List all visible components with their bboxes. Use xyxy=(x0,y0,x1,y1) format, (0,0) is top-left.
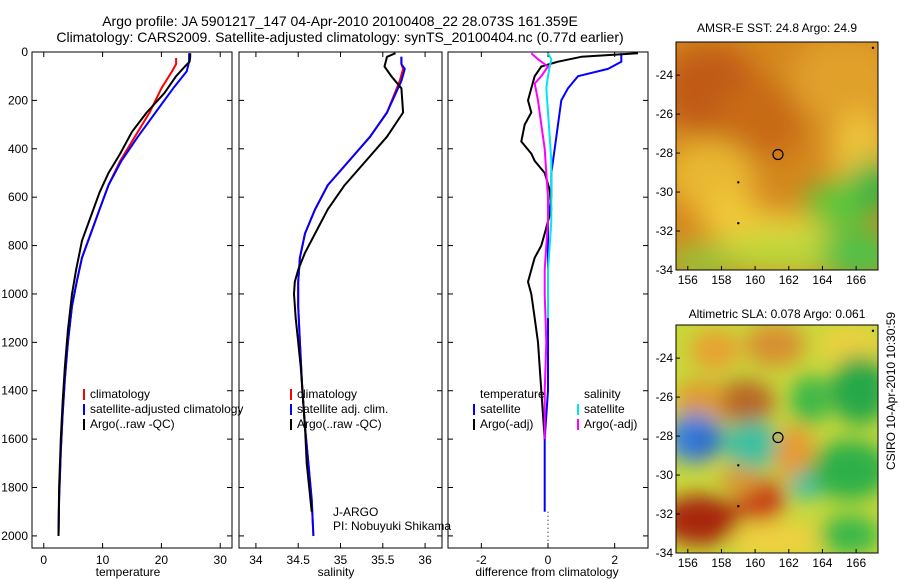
sla-map-argo-location-marker xyxy=(772,431,784,444)
sla-map-ytick-label: -28 xyxy=(656,429,674,443)
sla-map-ytick-label: -26 xyxy=(656,390,674,404)
salinity-legend-label: Argo(..raw -QC) xyxy=(297,417,382,431)
temperature-xtick-label: 0 xyxy=(40,553,47,567)
figure-title-line1: Argo profile: JA 5901217_147 04-Apr-2010… xyxy=(102,13,578,29)
pi-annotation: PI: Nobuyuki Shikama xyxy=(333,519,451,533)
depth-tick-label: 200 xyxy=(8,93,28,107)
sla-map-xtick-label: 156 xyxy=(678,556,698,570)
sla-map-island-dot xyxy=(737,505,740,508)
temperature-xtick-label: 30 xyxy=(214,553,228,567)
sst-map-title: AMSR-E SST: 24.8 Argo: 24.9 xyxy=(697,21,857,35)
salinity-diff-legend-label: salinity xyxy=(584,387,621,401)
difference-series-temperature-satellite xyxy=(543,53,623,512)
depth-tick-label: 600 xyxy=(8,190,28,204)
salinity-series-argo-raw-qc xyxy=(293,52,405,512)
temperature-legend-label: Argo(..raw -QC) xyxy=(90,417,175,431)
salinity-diff-legend-label: Argo(-adj) xyxy=(584,417,637,431)
difference-series-salinity-satellite xyxy=(545,52,553,319)
salinity-series-satellite-adj-clim xyxy=(297,56,406,536)
sst-map-island-dot xyxy=(737,181,740,184)
sst-map-xtick-label: 156 xyxy=(678,273,698,287)
sst-map-xtick-label: 164 xyxy=(812,273,832,287)
sst-map-ytick-label: -30 xyxy=(656,185,674,199)
salinity-xtick-label: 35 xyxy=(334,553,348,567)
sst-map-frame xyxy=(675,41,879,271)
depth-tick-label: 1200 xyxy=(1,335,28,349)
salinity-xlabel: salinity xyxy=(318,565,355,579)
salinity-xtick-label: 36 xyxy=(418,553,432,567)
sla-map-title: Altimetric SLA: 0.078 Argo: 0.061 xyxy=(689,307,866,321)
salinity-xtick-label: 34.5 xyxy=(287,553,311,567)
sla-map-ytick-label: -24 xyxy=(656,351,674,365)
sst-map-xtick-label: 158 xyxy=(711,273,731,287)
depth-tick-label: 1600 xyxy=(1,432,28,446)
temperature-series-satellite-adjusted-climatology xyxy=(57,53,191,536)
temperature-series-climatology xyxy=(57,58,178,536)
temperature-xtick-label: 20 xyxy=(155,553,169,567)
figure-title-line2: Climatology: CARS2009. Satellite-adjuste… xyxy=(56,29,623,45)
sst-map-argo-location-marker xyxy=(772,148,784,161)
temperature-diff-legend-label: satellite xyxy=(480,402,521,416)
sla-map-ytick-label: -32 xyxy=(656,507,674,521)
temperature-legend-label: satellite-adjusted climatology xyxy=(90,402,243,416)
sla-map-xtick-label: 166 xyxy=(846,556,866,570)
difference-xtick-label: -2 xyxy=(476,553,487,567)
sst-map-xtick-label: 166 xyxy=(846,273,866,287)
temperature-diff-legend-label: Argo(-adj) xyxy=(480,417,533,431)
csiro-timestamp: CSIRO 10-Apr-2010 10:30:59 xyxy=(884,312,898,470)
sst-map-ytick-label: -24 xyxy=(656,68,674,82)
sst-map-ytick-label: -34 xyxy=(656,263,674,277)
sla-map-image xyxy=(676,325,878,553)
sla-map-island-dot xyxy=(871,329,875,333)
depth-tick-label: 800 xyxy=(8,239,28,253)
sla-map-island-dot xyxy=(737,464,740,467)
difference-xlabel: difference from climatology xyxy=(475,565,618,579)
sst-map-island-dot xyxy=(871,46,875,50)
temperature-legend-label: climatology xyxy=(90,387,150,401)
difference-xtick-label: 0 xyxy=(545,553,552,567)
sla-map-xtick-label: 158 xyxy=(711,556,731,570)
sst-map-ytick-label: -32 xyxy=(656,224,674,238)
difference-series-salinity-argo-adj xyxy=(530,52,549,440)
depth-tick-label: 1800 xyxy=(1,481,28,495)
sla-map-ytick-label: -30 xyxy=(656,468,674,482)
depth-tick-label: 0 xyxy=(21,45,28,59)
depth-tick-label: 400 xyxy=(8,142,28,156)
sst-map-xtick-label: 160 xyxy=(745,273,765,287)
difference-xtick-label: 2 xyxy=(611,553,618,567)
jargo-annotation: J-ARGO xyxy=(333,505,378,519)
salinity-series-climatology xyxy=(297,56,405,536)
sst-map-island-dot xyxy=(737,222,740,225)
sla-map-xtick-label: 164 xyxy=(812,556,832,570)
salinity-xtick-label: 35.5 xyxy=(371,553,395,567)
temperature-axes-frame xyxy=(31,51,233,549)
temperature-xtick-label: 10 xyxy=(96,553,110,567)
salinity-axes-frame xyxy=(238,51,443,549)
temperature-series-argo-raw-qc xyxy=(57,53,192,536)
depth-tick-label: 1400 xyxy=(1,384,28,398)
sst-map-ytick-label: -26 xyxy=(656,107,674,121)
depth-tick-label: 2000 xyxy=(1,529,28,543)
temperature-xlabel: temperature xyxy=(96,565,161,579)
salinity-diff-legend-label: satellite xyxy=(584,402,625,416)
sst-map-ytick-label: -28 xyxy=(656,146,674,160)
sla-map-ytick-label: -34 xyxy=(656,546,674,560)
depth-tick-label: 1000 xyxy=(1,287,28,301)
sla-map-frame xyxy=(675,324,879,554)
sla-map-xtick-label: 160 xyxy=(745,556,765,570)
temperature-diff-legend-label: temperature xyxy=(480,387,545,401)
sst-map-xtick-label: 162 xyxy=(779,273,799,287)
sla-map-xtick-label: 162 xyxy=(779,556,799,570)
salinity-xtick-label: 34 xyxy=(249,553,263,567)
salinity-legend-label: satellite adj. clim. xyxy=(297,402,388,416)
salinity-legend-label: climatology xyxy=(297,387,357,401)
sst-map-image xyxy=(676,42,878,270)
